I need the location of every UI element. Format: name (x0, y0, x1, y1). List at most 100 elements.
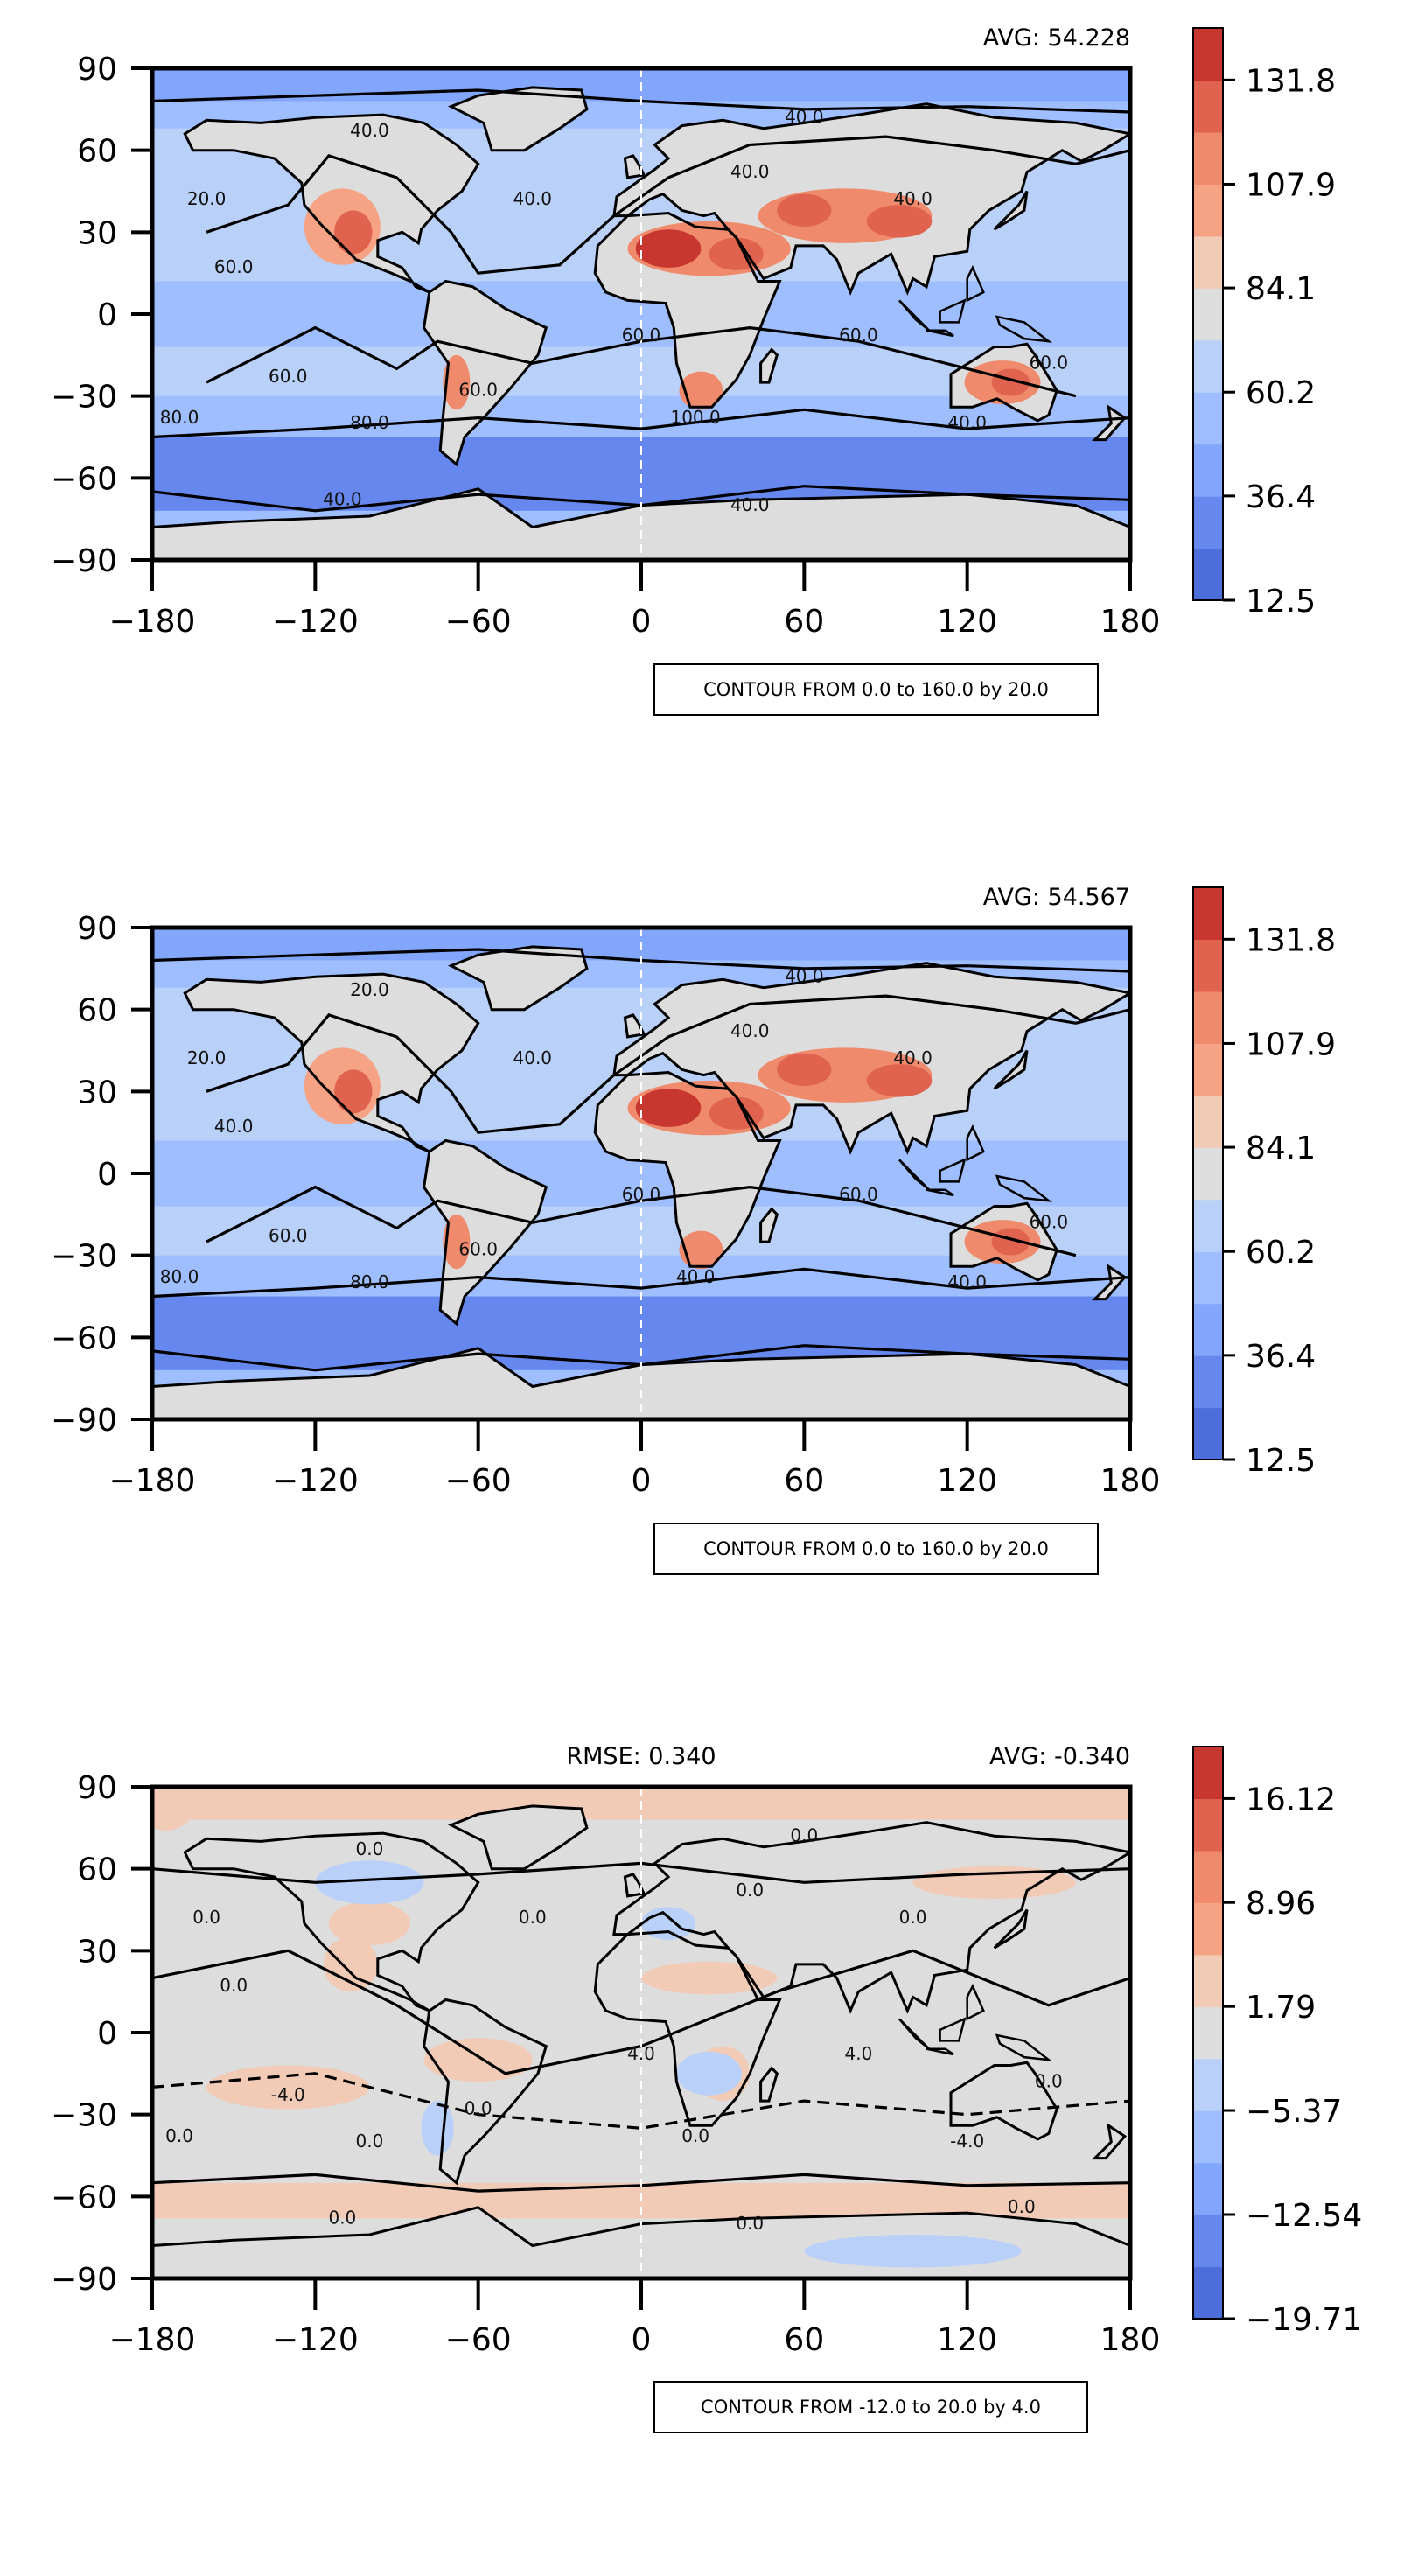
contour-line (206, 326, 1077, 398)
colorbar-segment (1193, 1147, 1223, 1200)
colorbar-segment (1193, 28, 1223, 81)
coastline (423, 279, 548, 467)
contour-line (206, 135, 1130, 275)
colorbar-segment (1193, 2058, 1223, 2111)
coastline (152, 487, 1130, 560)
contour-label: 0.0 (681, 2125, 709, 2146)
colorbar-segment (1193, 1251, 1223, 1305)
land-fill (1094, 2125, 1125, 2159)
colorbar-tick-label: 107.9 (1246, 1026, 1336, 1062)
colorbar-tick-label: 16.12 (1246, 1782, 1336, 1817)
land-fill (625, 1014, 645, 1037)
contour-field: 20.0 40.0 40.0 40.0 60.0 60.0 60.0 60.0 60.0 60.0… (152, 68, 1130, 560)
colorbar-tick-label: 84.1 (1246, 1130, 1316, 1166)
coastline (447, 945, 589, 1012)
colorbar-tick-label: 60.2 (1246, 375, 1316, 411)
colorbar-segment (1193, 1746, 1223, 1800)
coastline (926, 2048, 954, 2056)
colorbar-segment (1193, 392, 1223, 445)
x-tick-label: −60 (445, 1463, 512, 1499)
x-tick-label: −180 (109, 604, 196, 640)
coastline (423, 1998, 548, 2186)
land-fill (994, 191, 1027, 230)
contour-label: 80.0 (350, 1271, 389, 1292)
contour-note: CONTOUR FROM 0.0 to 160.0 by 20.0 (653, 1522, 1099, 1575)
coastline (1091, 2123, 1128, 2160)
x-tick-label: 0 (632, 2322, 652, 2358)
land-fill (994, 1909, 1027, 1949)
contour-label: 0.0 (1035, 2070, 1063, 2091)
colorbar-segment (1193, 939, 1223, 992)
contour-label: 40.0 (893, 188, 933, 209)
contour-label: 60.0 (622, 1184, 661, 1205)
field-patch (478, 2191, 696, 2214)
coastline (623, 154, 646, 179)
colorbar-tick-label: 8.96 (1246, 1886, 1316, 1922)
y-tick-label: −30 (51, 1239, 117, 1275)
colorbar-segment (1193, 288, 1223, 341)
colorbar-tick-label: 12.5 (1246, 584, 1316, 620)
coastline (623, 1872, 646, 1898)
x-tick-label: −60 (445, 604, 512, 640)
land-fill (1094, 407, 1125, 440)
contour-label: 40.0 (730, 161, 770, 182)
contour-label: -4.0 (271, 2084, 305, 2105)
colorbar-segment (1193, 1095, 1223, 1148)
x-tick-label: −120 (272, 1463, 359, 1499)
colorbar-segment (1193, 1043, 1223, 1096)
map-panel-3-difference: 0.0 0.0 0.0 0.0 0.0 -4.0 0.0 4.0 4.0 0.0 0.0 0.0 0.0… (0, 1718, 1404, 2576)
field-patch (641, 1907, 696, 1940)
field-patch (804, 2235, 1022, 2268)
colorbar-tick-label: 131.8 (1246, 922, 1336, 958)
map-panel-3-svg: 0.0 0.0 0.0 0.0 0.0 -4.0 0.0 4.0 4.0 0.0 0.0 0.0 0.0… (51, 1743, 1362, 2358)
coastline (939, 1158, 967, 1183)
contour-label: 0.0 (356, 2131, 384, 2152)
contour-label: 20.0 (187, 188, 227, 209)
field-patch (421, 2101, 454, 2156)
contour-label: 0.0 (736, 1880, 764, 1900)
field-patch (328, 1901, 411, 1946)
field-patch (991, 368, 1030, 396)
coastline (993, 1049, 1029, 1090)
contour-label: 40.0 (676, 1266, 716, 1287)
coastline (447, 1804, 589, 1871)
y-tick-label: −30 (51, 380, 117, 416)
contour-label: 0.0 (165, 2125, 193, 2146)
colorbar-segment (1193, 1850, 1223, 1903)
contour-label: 60.0 (214, 256, 254, 277)
y-tick-label: 90 (77, 911, 117, 947)
contour-label: 0.0 (519, 1907, 547, 1928)
coastline (949, 2061, 1058, 2141)
contour-label: 40.0 (730, 1020, 770, 1041)
y-tick-label: 60 (77, 993, 117, 1029)
x-tick-label: −120 (272, 604, 359, 640)
coastline (183, 113, 480, 294)
contour-line (152, 408, 1130, 439)
colorbar-segment (1193, 1199, 1223, 1252)
field-patch (777, 1053, 832, 1087)
land-fill (760, 349, 778, 383)
field-patch (334, 210, 373, 255)
land-fill (451, 87, 587, 150)
map-panel-1-svg: 20.0 40.0 40.0 40.0 60.0 60.0 60.0 60.0 60.0 60.0… (51, 24, 1336, 640)
y-tick-label: 0 (97, 1157, 117, 1193)
x-tick-label: 180 (1100, 604, 1161, 640)
land-fill (760, 1208, 778, 1242)
coastline (447, 86, 589, 152)
field-patch (866, 205, 933, 238)
y-tick-label: −90 (51, 543, 117, 579)
contour-label: 20.0 (187, 1047, 227, 1068)
contour-label: 4.0 (845, 2043, 873, 2064)
map-panel-1: 20.0 40.0 40.0 40.0 60.0 60.0 60.0 60.0 60.0 60.0… (0, 0, 1404, 858)
x-tick-label: −180 (109, 2322, 196, 2358)
contour-label: 40.0 (785, 965, 824, 986)
coastline (995, 2034, 1053, 2062)
coastline (995, 1174, 1053, 1202)
x-tick-label: 0 (632, 604, 652, 640)
field-patch (991, 1228, 1030, 1256)
y-tick-label: 60 (77, 1852, 117, 1888)
contour-note: CONTOUR FROM 0.0 to 160.0 by 20.0 (653, 663, 1099, 716)
field-patch (315, 1860, 424, 1905)
contour-label: 60.0 (839, 1184, 878, 1205)
contour-label: 0.0 (899, 1907, 927, 1928)
